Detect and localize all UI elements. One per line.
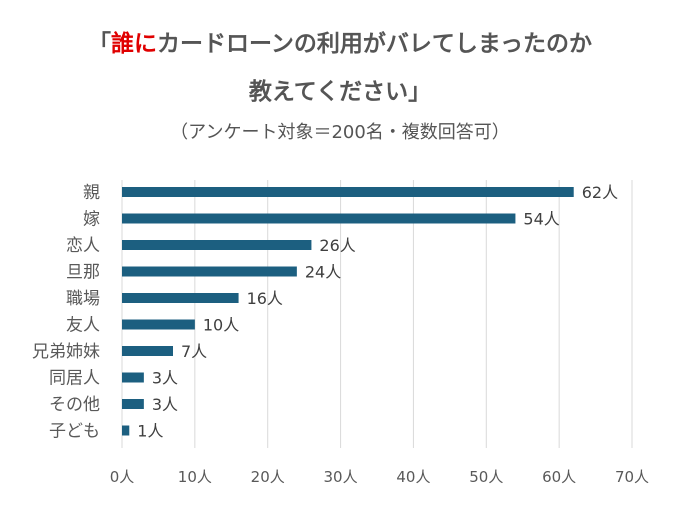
value-label: 16人 <box>247 289 283 308</box>
bar-9 <box>122 425 130 436</box>
value-label: 54人 <box>523 210 559 229</box>
title-rest: カードローンの利用がバレてしまったのか <box>157 31 592 57</box>
bar-2 <box>122 240 312 250</box>
x-tick-label: 40人 <box>396 468 430 486</box>
value-label: 3人 <box>152 369 178 388</box>
category-label: 兄弟姉妹 <box>32 342 100 362</box>
x-tick-label: 60人 <box>542 468 576 486</box>
x-tick-label: 20人 <box>251 468 285 486</box>
category-label: その他 <box>49 395 100 415</box>
value-label: 3人 <box>152 395 178 414</box>
x-tick-label: 0人 <box>110 468 135 486</box>
value-label: 7人 <box>181 342 207 361</box>
bar-1 <box>122 213 516 224</box>
x-tick-label: 30人 <box>324 468 358 486</box>
x-tick-label: 10人 <box>178 468 212 486</box>
x-tick-label: 50人 <box>469 468 503 486</box>
bars <box>122 187 574 436</box>
x-tick-label: 70人 <box>615 468 649 486</box>
category-label: 友人 <box>66 316 100 336</box>
bar-4 <box>122 293 239 303</box>
category-label: 恋人 <box>66 235 100 256</box>
value-label: 10人 <box>203 316 239 335</box>
value-label: 26人 <box>319 236 355 255</box>
bar-7 <box>122 372 144 383</box>
category-label: 嫁 <box>83 210 100 230</box>
value-label: 24人 <box>305 263 341 282</box>
bar-5 <box>122 319 195 330</box>
chart-title-line-2: 教えてください」 <box>248 79 432 105</box>
chart-subtitle: （アンケート対象＝200名・複数回答可） <box>170 122 510 143</box>
title-open-bracket: 「 <box>88 31 112 57</box>
bar-6 <box>122 346 173 356</box>
value-label: 62人 <box>582 183 618 202</box>
value-label: 1人 <box>137 422 163 441</box>
chart-title-line-1: 「誰にカードローンの利用がバレてしまったのか <box>0 24 680 58</box>
category-label: 子ども <box>49 422 100 442</box>
title-highlight: 誰に <box>111 31 158 57</box>
bar-0 <box>122 187 574 197</box>
category-label: 職場 <box>66 289 100 309</box>
bar-3 <box>122 266 297 277</box>
category-label: 旦那 <box>66 263 100 283</box>
category-label: 親 <box>83 183 100 203</box>
category-label: 同居人 <box>49 369 100 389</box>
bar-8 <box>122 399 144 409</box>
